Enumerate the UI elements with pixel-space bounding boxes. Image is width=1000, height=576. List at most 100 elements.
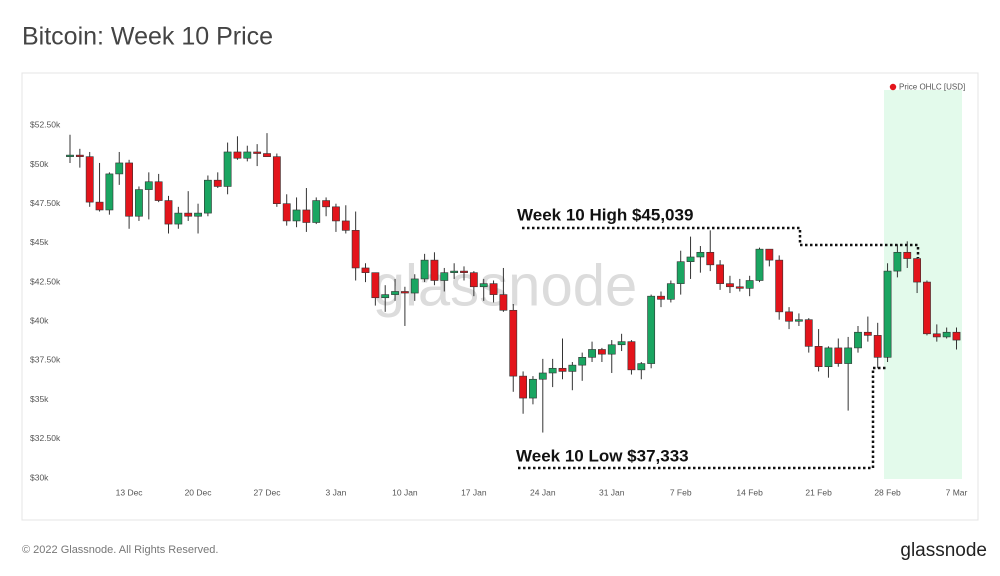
candle-body [174, 212, 183, 225]
candle-body [125, 162, 133, 217]
x-tick-label: 27 Dec [254, 487, 282, 497]
candle-body [154, 181, 163, 201]
x-tick-label: 3 Jan [326, 487, 347, 497]
candle-body [440, 272, 449, 281]
candle-body [755, 248, 764, 281]
candle-body [745, 280, 754, 289]
x-tick-label: 13 Dec [116, 487, 144, 497]
y-tick-label: $30k [30, 472, 49, 482]
candle-body [371, 272, 380, 299]
candle-body [489, 283, 498, 295]
annotation: Week 10 Low $37,333 [516, 446, 689, 465]
candle-body [726, 283, 734, 288]
candle-body [302, 209, 311, 223]
candle-body [499, 294, 508, 311]
candle-body [775, 259, 784, 313]
candle-body [272, 156, 281, 204]
candle-body [578, 357, 587, 366]
candle-body [804, 319, 813, 347]
x-tick-label: 14 Feb [736, 487, 763, 497]
candle-body [657, 295, 665, 300]
candle-body [844, 347, 853, 364]
candle-body [548, 367, 557, 374]
x-tick-label: 24 Jan [530, 487, 556, 497]
candle-body [509, 309, 518, 377]
candle-body [361, 267, 370, 273]
x-tick-label: 28 Feb [874, 487, 901, 497]
candle-body [735, 286, 744, 289]
candle-body [617, 341, 626, 346]
high-leader [522, 226, 920, 258]
annotation: Week 10 High $45,039 [517, 205, 693, 224]
candle-body [233, 151, 242, 159]
candle-body [312, 200, 321, 223]
candle-body [538, 372, 547, 380]
candle-body [942, 331, 951, 338]
candle-body [194, 212, 202, 217]
y-tick-label: $47.50k [30, 198, 61, 208]
candle-body [144, 181, 153, 190]
candle-body [834, 347, 843, 364]
candle-body [135, 189, 143, 217]
footer: © 2022 Glassnode. All Rights Reserved. [22, 544, 218, 556]
candle-body [647, 295, 656, 364]
candle-body [430, 259, 439, 281]
candle-body [568, 364, 577, 372]
candle-body [696, 251, 705, 258]
candle-body [814, 346, 823, 368]
candle-body [75, 154, 84, 157]
candle-body [716, 264, 724, 284]
y-tick-label: $32.50k [30, 433, 61, 443]
candle-body [115, 162, 124, 175]
candle-body [706, 251, 715, 266]
candle-body [164, 200, 173, 225]
candle-body [469, 272, 478, 288]
candle-body [785, 311, 793, 322]
x-tick-label: 17 Jan [461, 487, 487, 497]
y-tick-label: $45k [30, 237, 49, 247]
legend-label: Price OHLC [USD] [899, 83, 965, 92]
candle-body [400, 291, 409, 294]
legend-swatch [889, 83, 897, 91]
candle-body [479, 283, 488, 288]
logo: glassnode [900, 540, 987, 561]
candle-body [863, 331, 872, 336]
candle-body [903, 251, 912, 259]
candle-body [854, 331, 862, 349]
candle-body [381, 294, 390, 299]
candle-body [637, 363, 646, 371]
candle-body [824, 347, 833, 368]
candle-body [213, 179, 222, 187]
candle-body [85, 156, 94, 203]
candle-body [794, 319, 803, 322]
candle-body [686, 256, 695, 262]
candle-body [292, 209, 301, 222]
candle-body [765, 248, 774, 261]
candle-body [450, 270, 459, 273]
candle-body [460, 270, 468, 273]
candle-body [322, 200, 330, 208]
candle-body [243, 151, 252, 159]
x-tick-label: 10 Jan [392, 487, 418, 497]
candle-body [105, 173, 114, 211]
x-tick-label: 20 Dec [185, 487, 213, 497]
candle-body [627, 341, 636, 371]
candle-body [204, 179, 212, 214]
y-tick-label: $50k [30, 159, 49, 169]
week-highlight [884, 90, 962, 479]
candle-body [666, 283, 675, 300]
candle-body [952, 331, 961, 341]
x-tick-label: 21 Feb [805, 487, 832, 497]
candle-body [341, 220, 350, 231]
page-title: Bitcoin: Week 10 Price [22, 23, 273, 51]
candle-body [607, 344, 616, 355]
candle-body [253, 151, 262, 154]
candle-body [676, 261, 685, 284]
candle-body [923, 281, 931, 335]
candle-body [932, 333, 941, 338]
candle-body [282, 203, 291, 222]
candle-body [913, 258, 921, 283]
candle-body [893, 251, 902, 272]
x-tick-label: 31 Jan [599, 487, 625, 497]
candle-body [391, 291, 399, 295]
